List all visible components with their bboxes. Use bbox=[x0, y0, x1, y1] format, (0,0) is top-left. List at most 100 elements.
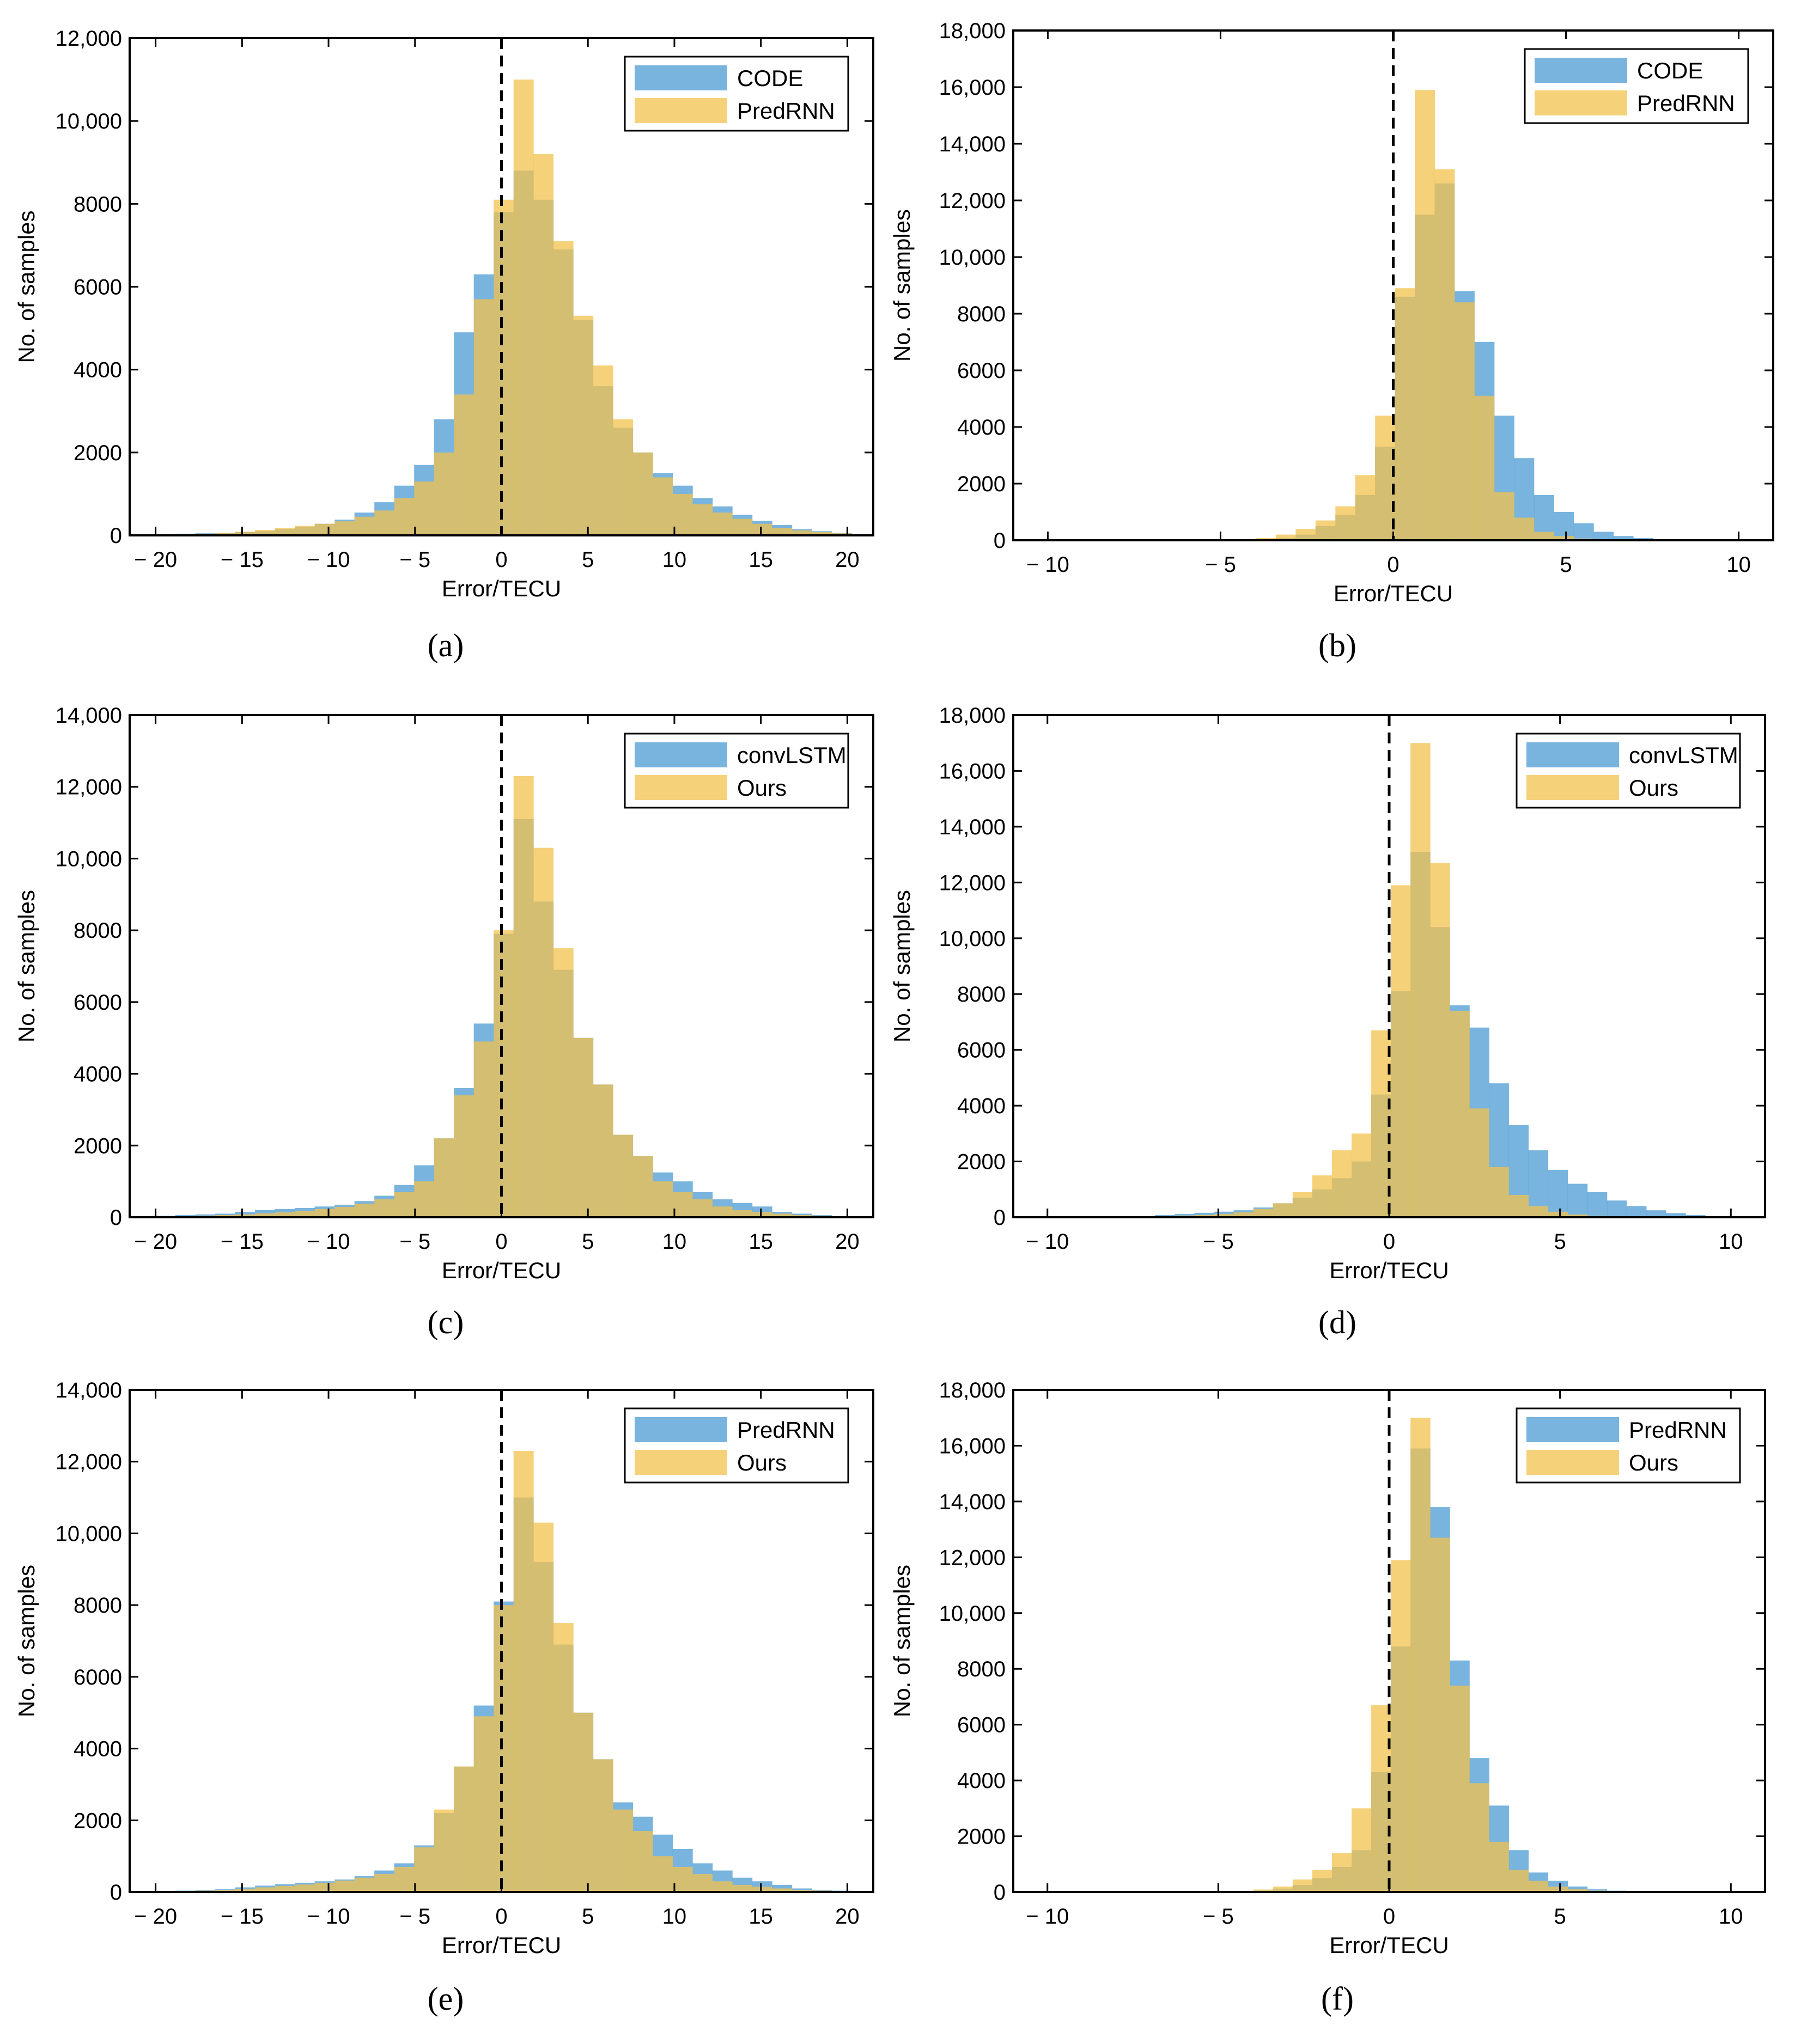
y-tick-label: 18,000 bbox=[939, 19, 1006, 43]
bar-ours-21 bbox=[1528, 1206, 1549, 1217]
y-tick-label: 0 bbox=[110, 1206, 122, 1230]
bar-ours-8 bbox=[1273, 1886, 1293, 1892]
y-tick-label: 0 bbox=[994, 1881, 1006, 1905]
y-tick-label: 0 bbox=[994, 1206, 1006, 1230]
bar-convlstm-28 bbox=[1666, 1213, 1686, 1217]
chart-c: − 20 − 15 − 10 − 5 0 5 10 15 20 0 2000 4000 6000 8000… bbox=[14, 704, 874, 1340]
bars-d bbox=[1116, 743, 1706, 1217]
bar-ours-28 bbox=[712, 1881, 733, 1892]
legend-label: Ours bbox=[1629, 775, 1678, 801]
y-tick-label: 8000 bbox=[957, 302, 1006, 326]
bar-ours-15 bbox=[454, 1766, 474, 1892]
bar-code-26 bbox=[1633, 538, 1654, 540]
legend-label: PredRNN bbox=[1629, 1417, 1727, 1443]
bar-predrnn-24 bbox=[632, 452, 653, 535]
legend-label: CODE bbox=[737, 65, 803, 91]
panel-label: (b) bbox=[1318, 627, 1356, 663]
bar-ours-24 bbox=[632, 1156, 653, 1217]
x-tick-label: 0 bbox=[495, 1230, 507, 1254]
bar-ours-20 bbox=[1508, 1195, 1529, 1217]
y-tick-label: 0 bbox=[994, 529, 1006, 553]
bar-convlstm-23 bbox=[1567, 1183, 1588, 1217]
bar-ours-15 bbox=[1410, 1418, 1431, 1892]
y-tick-label: 12,000 bbox=[56, 27, 122, 51]
x-tick-label: 10 bbox=[662, 1230, 687, 1254]
bar-ours-17 bbox=[494, 1605, 514, 1892]
bar-ours-31 bbox=[772, 1213, 793, 1217]
x-tick-label: 15 bbox=[749, 1905, 773, 1929]
bar-ours-22 bbox=[1548, 1886, 1568, 1892]
x-tick-label: − 5 bbox=[399, 548, 430, 572]
y-tick-label: 18,000 bbox=[939, 704, 1006, 728]
bar-ours-28 bbox=[712, 1206, 733, 1217]
legend: PredRNN Ours bbox=[624, 1407, 849, 1484]
x-tick-label: − 10 bbox=[307, 1230, 350, 1254]
x-tick-label: − 15 bbox=[221, 1230, 264, 1254]
x-tick-label: 15 bbox=[749, 548, 773, 572]
bar-ours-23 bbox=[1567, 1214, 1588, 1217]
x-tick-label: 0 bbox=[1387, 553, 1399, 577]
bar-ours-11 bbox=[374, 1199, 395, 1217]
bar-ours-23 bbox=[1567, 1889, 1588, 1892]
bar-convlstm-26 bbox=[1626, 1206, 1647, 1217]
legend-label: PredRNN bbox=[1637, 90, 1735, 116]
legend: PredRNN Ours bbox=[1516, 1407, 1741, 1484]
x-tick-label: 5 bbox=[1560, 553, 1572, 577]
y-tick-label: 18,000 bbox=[939, 1378, 1006, 1402]
bar-ours-16 bbox=[1430, 863, 1450, 1217]
bar-convlstm-22 bbox=[1548, 1169, 1568, 1217]
bar-ours-4 bbox=[235, 1889, 255, 1892]
y-tick-label: 2000 bbox=[957, 1825, 1006, 1849]
x-tick-label: 15 bbox=[749, 1230, 773, 1254]
y-tick-label: 6000 bbox=[74, 991, 122, 1015]
bar-ours-22 bbox=[1548, 1211, 1568, 1217]
bar-predrnn-21 bbox=[1534, 532, 1554, 540]
x-tick-label: 5 bbox=[1554, 1905, 1566, 1929]
y-axis-label: No. of samples bbox=[889, 209, 915, 362]
legend-swatch-ours bbox=[635, 775, 727, 800]
bar-predrnn-18 bbox=[513, 80, 534, 535]
bar-predrnn-13 bbox=[1375, 416, 1396, 540]
chart-f: − 10 − 5 0 5 10 0 2000 4000 6000 8000 10,000 12,000… bbox=[889, 1378, 1766, 2017]
bar-predrnn-30 bbox=[752, 523, 772, 535]
legend: CODE PredRNN bbox=[1524, 48, 1749, 124]
bar-ours-22 bbox=[593, 1759, 613, 1892]
bar-convlstm-29 bbox=[1686, 1215, 1706, 1217]
x-tick-label: 10 bbox=[1719, 1230, 1743, 1254]
y-tick-label: 14,000 bbox=[56, 704, 122, 728]
bar-predrnn-15 bbox=[1415, 90, 1435, 540]
bar-ours-24 bbox=[632, 1831, 653, 1892]
bar-ours-18 bbox=[1469, 1783, 1489, 1892]
bar-ours-19 bbox=[1489, 1167, 1509, 1217]
bar-ours-16 bbox=[1430, 1537, 1450, 1892]
x-tick-label: − 10 bbox=[1026, 1905, 1069, 1929]
y-tick-label: 2000 bbox=[74, 1809, 122, 1833]
x-tick-label: 5 bbox=[1554, 1230, 1566, 1254]
bar-ours-14 bbox=[434, 1138, 454, 1217]
legend-swatch-convlstm bbox=[635, 742, 727, 767]
y-axis-label: No. of samples bbox=[889, 1565, 915, 1717]
x-axis-label: Error/TECU bbox=[442, 1258, 561, 1283]
y-tick-label: 14,000 bbox=[939, 815, 1006, 839]
y-axis-label: No. of samples bbox=[14, 890, 39, 1042]
y-tick-label: 12,000 bbox=[939, 871, 1006, 895]
legend-swatch-convlstm bbox=[1526, 742, 1619, 767]
x-tick-label: − 20 bbox=[134, 1230, 177, 1254]
bar-ours-23 bbox=[613, 1809, 634, 1892]
panel-label: (d) bbox=[1318, 1304, 1356, 1340]
y-tick-label: 6000 bbox=[957, 359, 1006, 383]
legend-swatch-predrnn bbox=[1526, 1417, 1619, 1442]
bar-ours-18 bbox=[513, 776, 534, 1217]
bar-ours-19 bbox=[533, 847, 554, 1217]
y-tick-label: 10,000 bbox=[939, 246, 1006, 270]
x-tick-label: − 20 bbox=[134, 1905, 177, 1929]
bar-ours-13 bbox=[414, 1847, 435, 1892]
bar-ours-21 bbox=[573, 1712, 594, 1892]
bars-c bbox=[155, 776, 872, 1217]
x-axis-label: Error/TECU bbox=[1329, 1258, 1449, 1283]
bar-predrnn-14 bbox=[1395, 288, 1415, 540]
legend-swatch-ours bbox=[1526, 775, 1619, 800]
y-tick-label: 2000 bbox=[74, 441, 122, 465]
panel-label: (f) bbox=[1321, 1981, 1354, 2017]
